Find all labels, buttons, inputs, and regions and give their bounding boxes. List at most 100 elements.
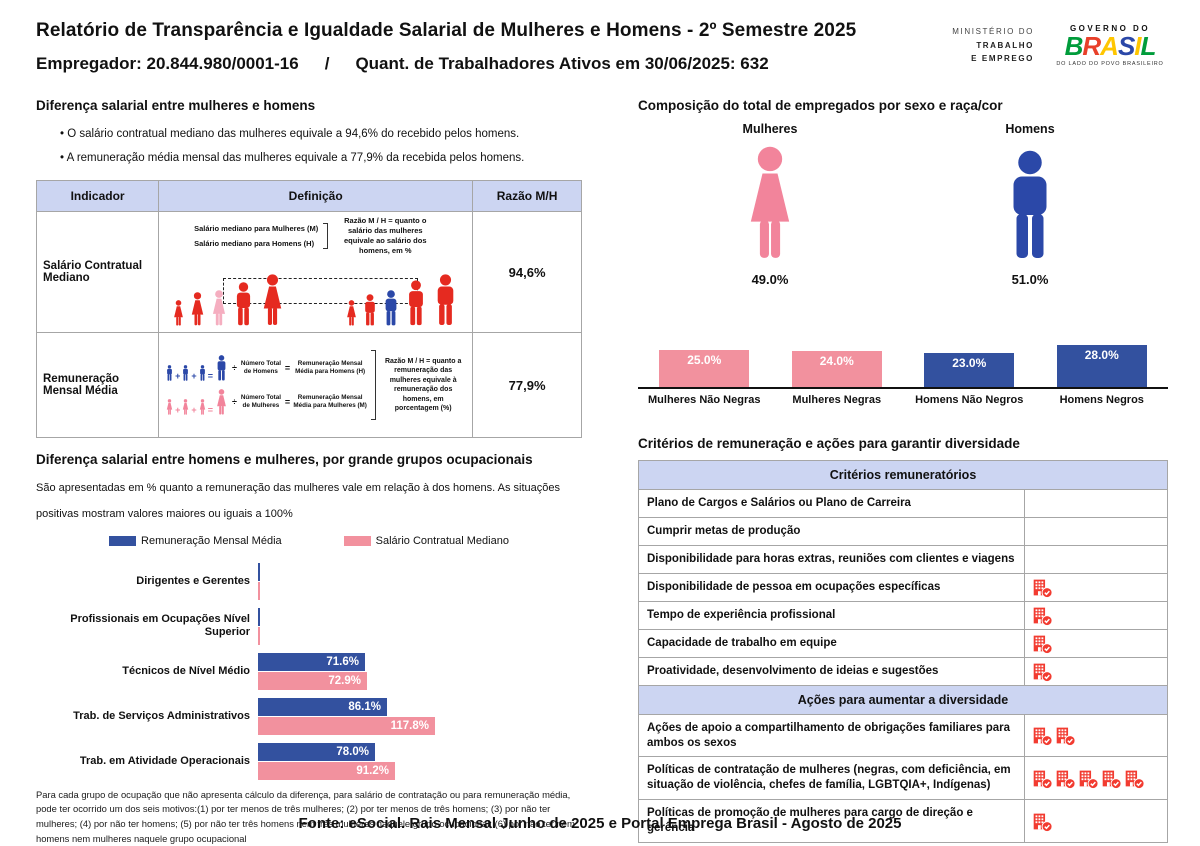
source-footer: Fonte: eSocial. Rais Mensal Junho de 202… (298, 815, 902, 832)
bar-value-label: 28.0% (1084, 348, 1119, 362)
man-icon (437, 274, 454, 326)
occupational-subtitle: São apresentadas em % quanto a remuneraç… (36, 482, 561, 520)
occupation-label: Trab. de Serviços Administrativos (73, 709, 250, 722)
brasil-letter: L (1140, 31, 1157, 61)
race-bar: 28.0% (1056, 345, 1147, 387)
employer-id: Empregador: 20.844.980/0001-16 (36, 54, 299, 73)
salary-gap-heading: Diferença salarial entre mulheres e home… (36, 98, 316, 113)
table-header-row: Indicador Definição Razão M/H (35, 180, 582, 213)
table-row: Salário Contratual Mediano Salário media… (35, 211, 582, 334)
criteria-company-icons (1024, 628, 1168, 658)
criteria-label: Tempo de experiência profissional (637, 600, 1026, 630)
criteria-company-icons (1024, 600, 1168, 630)
brasil-letter: S (1117, 31, 1135, 61)
race-bar-slot: 23.0% (903, 352, 1036, 387)
women-percentage: 49.0% (751, 272, 789, 287)
left-column: Diferença salarial entre mulheres e home… (35, 98, 582, 846)
value-bar (258, 607, 260, 626)
table-row: Remuneração Mensal Média + + = ÷ Número To… (35, 332, 582, 439)
definition-mean-salary: + + = ÷ Número Total de Homens = Remuneraç… (158, 332, 474, 439)
race-category-label: Mulheres Negras (792, 394, 882, 406)
occupational-footnote: Para cada grupo de ocupação que não apre… (36, 788, 575, 844)
women-label: Mulheres (742, 122, 798, 136)
race-bar-slot: 24.0% (771, 351, 904, 387)
man-icon (409, 280, 424, 326)
salary-gap-bullets: O salário contratual mediano das mulhere… (60, 122, 582, 170)
legend-item-mensal-media: Remuneração Mensal Média (109, 535, 282, 547)
occupational-chart-row: Profissionais em Ocupações Nível Superio… (36, 607, 582, 645)
criteria-heading: Critérios de remuneração e ações para ga… (638, 436, 1020, 451)
women-result-label: Remuneração Mensal Média para Mulheres (… (293, 394, 367, 410)
occupation-label: Profissionais em Ocupações Nível Superio… (70, 612, 250, 639)
median-women-label: Salário mediano para Mulheres (M) (194, 223, 319, 233)
bar-value-label: 23.0% (952, 355, 987, 370)
legend-label: Remuneração Mensal Média (141, 534, 282, 547)
value-bar: 91.2% (258, 761, 395, 780)
people-diagram (167, 270, 464, 326)
ratio-mean-salary: 77,9% (472, 332, 582, 439)
race-category-label: Mulheres Não Negras (648, 394, 761, 406)
ministry-line: E EMPREGO (971, 54, 1034, 64)
criteria-row: Políticas de contratação de mulheres (ne… (637, 756, 1168, 801)
woman-figure (680, 144, 860, 260)
col-header-definicao: Definição (158, 180, 474, 213)
criteria-company-icons (1024, 516, 1168, 546)
active-workers-count: Quant. de Trabalhadores Ativos em 30/06/… (355, 54, 769, 73)
government-logo: MINISTÉRIO DO TRABALHO E EMPREGO GOVERNO… (952, 24, 1170, 67)
legend-swatch-pink (343, 535, 371, 546)
occupational-heading: Diferença salarial entre homens e mulher… (36, 452, 533, 468)
women-divisor-label: Número Total de Mulheres (240, 394, 281, 410)
legend-item-contratual-mediano: Salário Contratual Mediano (343, 534, 509, 547)
occupational-chart-row: Trab. de Serviços Administrativos 86.1% 11… (36, 697, 582, 735)
criteria-row: Plano de Cargos e Salários ou Plano de C… (637, 489, 1168, 518)
company-check-icon (1033, 607, 1053, 626)
dashed-comparison-box (223, 278, 419, 305)
divide-sign: ÷ (231, 363, 237, 374)
report-subtitle: Empregador: 20.844.980/0001-16 / Quant. de… (36, 54, 856, 74)
men-group-figures (344, 274, 460, 326)
race-bar: 23.0% (924, 352, 1015, 387)
company-check-icon (1056, 727, 1076, 747)
men-pictogram: Homens 51.0% (940, 122, 1120, 287)
value-bar (258, 562, 260, 581)
company-check-icon (1033, 579, 1053, 598)
occupational-chart-row: Técnicos de Nível Médio 71.6% 72.9% (36, 652, 582, 690)
man-icon (1013, 150, 1047, 258)
bar-pair (258, 607, 260, 645)
criteria-label: Capacidade de trabalho em equipe (637, 628, 1026, 658)
equals-sign: = (284, 397, 291, 408)
ministry-line: MINISTÉRIO DO (952, 27, 1034, 37)
criteria-row: Capacidade de trabalho em equipe (637, 628, 1168, 658)
section-header-label: Ações para aumentar a diversidade (638, 684, 1168, 715)
brasil-letter: I (1134, 31, 1141, 61)
criteria-row: Tempo de experiência profissional (637, 600, 1168, 630)
chart-legend: Remuneração Mensal Média Salário Contrat… (36, 535, 582, 547)
criteria-table: Critérios remuneratórios Plano de Cargos … (637, 460, 1168, 844)
bar-pair: 78.0% 91.2% (258, 742, 395, 780)
indicator-median-salary: Salário Contratual Mediano (35, 211, 160, 334)
woman-icon (183, 399, 189, 415)
bracket-shape (323, 222, 329, 249)
criteria-company-icons (1024, 713, 1168, 758)
ministry-line: TRABALHO (976, 40, 1034, 50)
criteria-label: Políticas de contratação de mulheres (ne… (637, 756, 1026, 801)
composition-heading: Composição do total de empregados por se… (638, 98, 1003, 113)
report-header: Relatório de Transparência e Igualdade S… (0, 0, 1200, 74)
bar-pair: 71.6% 72.9% (258, 652, 367, 690)
brasil-letter: R (1082, 31, 1101, 61)
ministry-logo-text: MINISTÉRIO DO TRABALHO E EMPREGO (952, 25, 1034, 66)
company-check-icon (1033, 770, 1053, 789)
col-header-indicador: Indicador (35, 180, 160, 213)
bar-value-label: 24.0% (819, 354, 854, 368)
ratio-note: Razão M / H = quanto a remuneração das m… (384, 357, 462, 413)
criteria-label: Políticas de promoção de mulheres para c… (637, 799, 1026, 844)
woman-icon (750, 146, 790, 258)
criteria-label: Disponibilidade para horas extras, reuni… (637, 544, 1026, 574)
race-bar: 25.0% (659, 349, 750, 387)
men-percentage: 51.0% (1011, 272, 1049, 287)
legend-label: Salário Contratual Mediano (375, 534, 509, 547)
brasil-logo: GOVERNO DO BRASIL DO LADO DO POVO BRASIL… (1050, 24, 1170, 67)
header-titles: Relatório de Transparência e Igualdade S… (36, 20, 856, 74)
divide-sign: ÷ (231, 397, 237, 408)
